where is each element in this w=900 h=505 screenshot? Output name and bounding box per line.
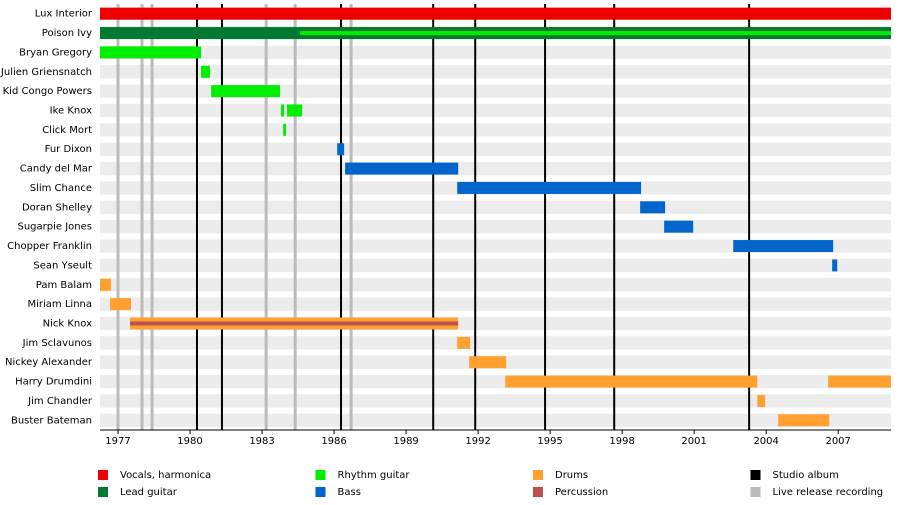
tenure-bar bbox=[345, 162, 459, 175]
tenure-bar bbox=[100, 278, 112, 291]
x-tick-label: 1986 bbox=[321, 436, 346, 447]
legend-swatch bbox=[315, 470, 326, 480]
row-band bbox=[100, 220, 891, 234]
member-label: Sean Yseult bbox=[33, 260, 92, 271]
tenure-bar bbox=[832, 259, 838, 272]
member-label: Julien Griensnatch bbox=[0, 67, 92, 78]
row-band bbox=[100, 258, 891, 273]
tenure-bar bbox=[281, 104, 285, 117]
member-label: Nick Knox bbox=[43, 319, 92, 330]
member-label: Lux Interior bbox=[35, 9, 93, 20]
row-band bbox=[100, 413, 891, 427]
tenure-bar bbox=[757, 394, 766, 407]
row-band bbox=[100, 123, 891, 137]
row-band bbox=[100, 65, 891, 79]
legend-swatch bbox=[750, 470, 761, 480]
tenure-bar bbox=[469, 356, 507, 369]
member-label: Bryan Gregory bbox=[19, 47, 92, 58]
member-label: Pam Balam bbox=[36, 280, 92, 291]
legend-swatch bbox=[315, 487, 326, 497]
member-label: Slim Chance bbox=[30, 183, 92, 194]
tenure-bar bbox=[299, 31, 891, 36]
legend-label: Percussion bbox=[555, 487, 608, 498]
legend-label: Rhythm guitar bbox=[338, 470, 411, 481]
tenure-bar bbox=[778, 414, 830, 427]
tenure-bar bbox=[211, 85, 281, 98]
tenure-bar bbox=[733, 240, 834, 253]
tenure-bar bbox=[287, 104, 303, 117]
tenure-bar bbox=[100, 7, 891, 20]
legend-label: Vocals, harmonica bbox=[120, 470, 211, 481]
row-band bbox=[100, 297, 891, 311]
row-band bbox=[100, 336, 891, 350]
member-label: Ike Knox bbox=[50, 106, 92, 117]
row-band bbox=[100, 84, 891, 98]
x-tick-label: 2007 bbox=[825, 436, 850, 447]
x-tick-label: 1983 bbox=[249, 436, 274, 447]
member-label: Candy del Mar bbox=[20, 164, 93, 175]
x-tick-label: 1980 bbox=[177, 436, 202, 447]
tenure-bar bbox=[457, 181, 642, 194]
tenure-bar bbox=[505, 375, 758, 388]
member-label: Miriam Linna bbox=[28, 299, 93, 310]
row-band bbox=[100, 103, 891, 118]
x-tick-label: 1992 bbox=[465, 436, 490, 447]
row-band bbox=[100, 200, 891, 214]
legend-label: Lead guitar bbox=[120, 487, 178, 498]
tenure-bar bbox=[337, 143, 345, 156]
legend-label: Studio album bbox=[773, 470, 839, 481]
tenure-bar bbox=[828, 375, 891, 388]
member-label: Buster Bateman bbox=[11, 415, 92, 426]
row-band bbox=[100, 278, 891, 292]
legend-label: Drums bbox=[555, 470, 588, 481]
tenure-bar bbox=[664, 220, 694, 233]
tenure-bar bbox=[110, 298, 131, 311]
legend-swatch bbox=[533, 487, 543, 497]
legend-swatch bbox=[750, 487, 761, 497]
x-tick-label: 1989 bbox=[393, 436, 418, 447]
legend-swatch bbox=[533, 470, 543, 480]
x-tick-label: 1995 bbox=[537, 436, 562, 447]
member-label: Jim Chandler bbox=[27, 396, 93, 407]
member-label: Doran Shelley bbox=[22, 202, 92, 213]
tenure-bar bbox=[283, 123, 287, 136]
x-tick-label: 1977 bbox=[105, 436, 130, 447]
row-band bbox=[100, 161, 891, 176]
member-label: Jim Sclavunos bbox=[22, 338, 92, 349]
tenure-bar bbox=[100, 46, 202, 59]
legend-swatch bbox=[98, 487, 108, 497]
member-label: Poison Ivy bbox=[42, 28, 92, 39]
member-label: Click Mort bbox=[42, 125, 92, 136]
row-band bbox=[100, 394, 891, 408]
member-label: Fur Dixon bbox=[45, 144, 92, 155]
tenure-bar bbox=[130, 321, 459, 326]
legend-swatch bbox=[98, 470, 108, 480]
row-band bbox=[100, 239, 891, 253]
x-tick-label: 2001 bbox=[681, 436, 706, 447]
tenure-bar bbox=[640, 201, 666, 214]
tenure-bar bbox=[201, 65, 210, 78]
member-label: Sugarpie Jones bbox=[18, 222, 93, 233]
member-label: Nickey Alexander bbox=[5, 357, 93, 368]
x-tick-label: 1998 bbox=[609, 436, 634, 447]
row-band bbox=[100, 374, 891, 389]
row-band bbox=[100, 142, 891, 156]
member-label: Kid Congo Powers bbox=[3, 86, 92, 97]
member-label: Harry Drumdini bbox=[15, 377, 92, 388]
tenure-bar bbox=[457, 336, 471, 349]
row-band bbox=[100, 45, 891, 60]
legend-label: Bass bbox=[338, 487, 361, 498]
legend-label: Live release recording bbox=[773, 487, 884, 498]
member-label: Chopper Franklin bbox=[7, 241, 92, 252]
x-tick-label: 2004 bbox=[753, 436, 778, 447]
